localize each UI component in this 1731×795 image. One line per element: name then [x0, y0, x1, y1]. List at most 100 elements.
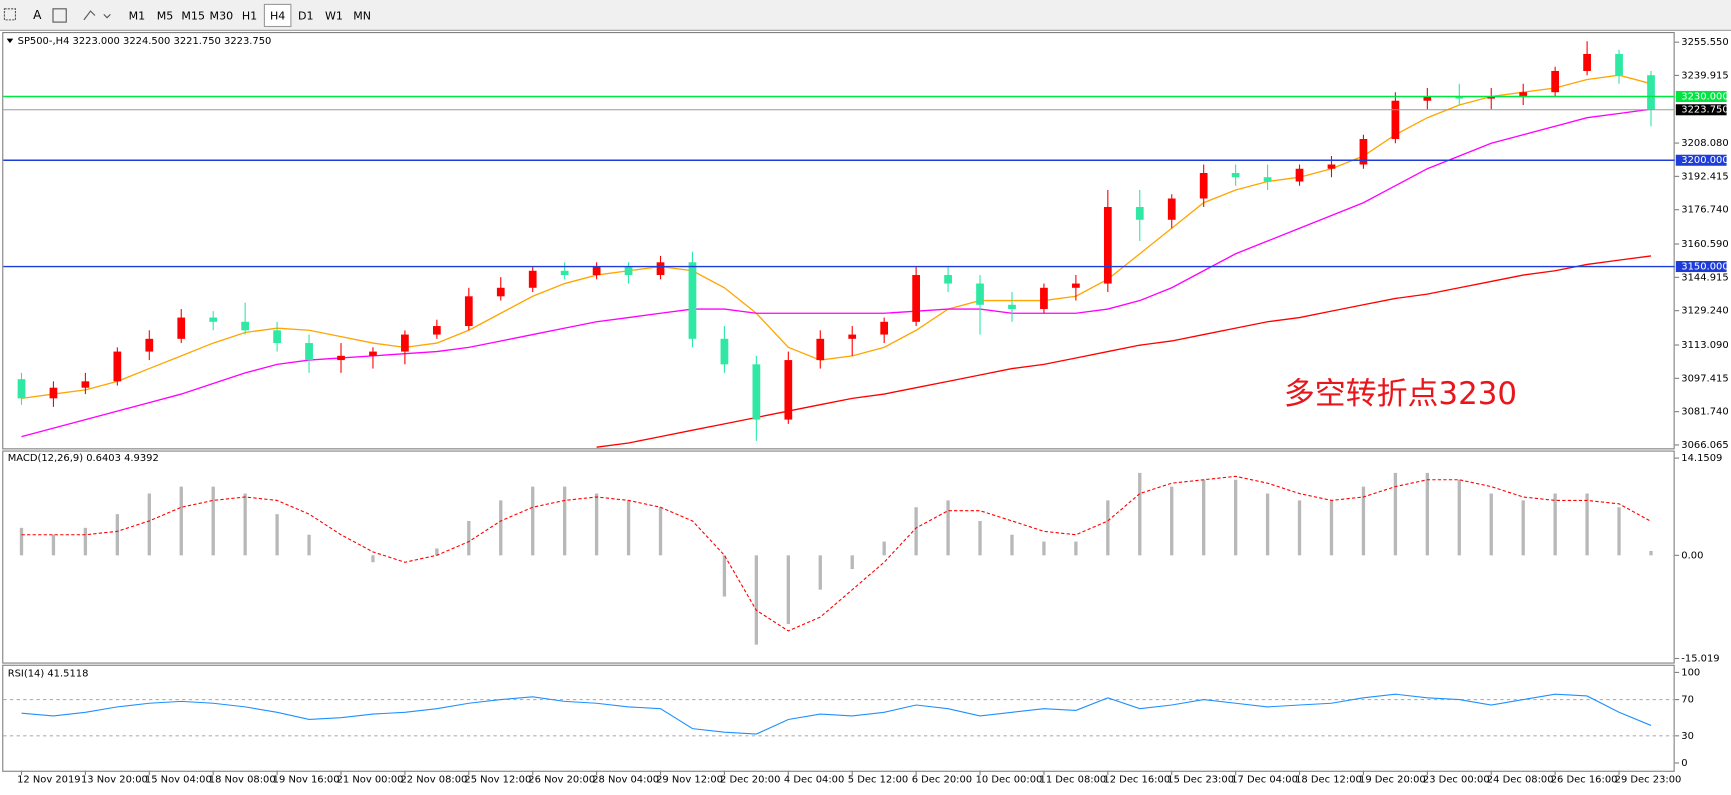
macd-bar	[1393, 472, 1398, 556]
candle-body	[273, 330, 281, 344]
candle-body	[337, 355, 345, 361]
macd-bar	[563, 486, 567, 556]
rsi-title: RSI(14) 41.5118	[8, 669, 89, 680]
macd-bar	[243, 493, 247, 556]
timeframe-button[interactable]: D1	[298, 10, 314, 23]
shapes-tool[interactable]	[83, 10, 96, 21]
macd-bar	[1010, 534, 1014, 556]
shapes-dropdown[interactable]	[103, 13, 111, 19]
x-tick-label: 19 Nov 16:00	[273, 775, 340, 786]
last-price-label: 3223.750	[1681, 105, 1728, 116]
macd-bar	[658, 507, 663, 556]
macd-bar	[1649, 550, 1653, 556]
candle-body	[113, 351, 122, 382]
level-label: 3200.000	[1681, 155, 1728, 166]
candle-body	[17, 379, 26, 399]
candle-body	[560, 270, 569, 276]
x-tick-label: 15 Nov 04:00	[145, 775, 212, 786]
macd-bar	[275, 514, 279, 556]
candle-body	[720, 338, 729, 365]
x-tick-label: 5 Dec 12:00	[848, 775, 908, 786]
macd-bar	[1297, 500, 1302, 556]
x-tick-label: 13 Nov 20:00	[81, 775, 148, 786]
candle-body	[369, 351, 377, 356]
y-tick-label: 100	[1681, 667, 1700, 678]
x-tick-label: 25 Nov 12:00	[464, 775, 531, 786]
macd-bar	[1361, 486, 1366, 556]
timeframe-button[interactable]: MN	[353, 10, 371, 23]
macd-bar	[499, 500, 503, 556]
candle-body	[944, 275, 952, 284]
candle-body	[1359, 138, 1368, 165]
y-tick-label: 3097.415	[1681, 373, 1728, 384]
collapse-arrow[interactable]	[6, 38, 14, 44]
macd-pane	[2, 450, 1675, 664]
timeframe-button[interactable]: M5	[157, 10, 174, 23]
candle-body	[848, 334, 857, 339]
candle-body	[1103, 207, 1112, 284]
candle-body	[688, 262, 697, 339]
timeframe-button[interactable]: M30	[210, 10, 234, 23]
y-tick-label: 30	[1681, 731, 1694, 742]
y-tick-label: 3192.415	[1681, 171, 1728, 182]
timeframes: M1 M5 M15 M30 H1 H4 D1 W1 MN	[129, 3, 371, 28]
candle-body	[1455, 96, 1464, 99]
macd-bar	[1457, 479, 1461, 556]
candle-body	[1199, 173, 1208, 199]
annotation: 多空转折点3230	[1284, 376, 1517, 412]
x-tick-label: 12 Dec 16:00	[1103, 775, 1170, 786]
macd-bar	[211, 486, 215, 556]
plot-area	[17, 41, 1655, 448]
chart-title: SP500-,H4 3223.000 3224.500 3221.750 322…	[18, 36, 272, 47]
macd-bar	[818, 555, 822, 590]
x-tick-label: 29 Nov 12:00	[656, 775, 723, 786]
price-pane	[2, 32, 1675, 450]
candle-body	[305, 343, 313, 361]
crosshair-tool[interactable]	[3, 8, 17, 21]
x-tick-label: 18 Dec 12:00	[1295, 775, 1362, 786]
x-tick-label: 23 Dec 00:00	[1423, 775, 1490, 786]
macd-bar	[914, 507, 918, 556]
signal-line	[21, 475, 1652, 632]
candle-body	[528, 270, 537, 288]
candle-body	[241, 321, 250, 331]
plot-area	[19, 472, 1653, 645]
last-price-tag	[1675, 104, 1727, 116]
y-tick-label: 3113.090	[1681, 340, 1728, 351]
macd-bar	[882, 541, 886, 556]
macd-title: MACD(12,26,9) 0.6403 4.9392	[8, 453, 159, 464]
candle-body	[145, 338, 154, 352]
macd-bar	[850, 555, 854, 570]
macd-bar	[1042, 541, 1046, 556]
candle-body	[1072, 283, 1080, 288]
timeframe-button[interactable]: M15	[181, 10, 205, 23]
macd-bar	[1202, 479, 1206, 556]
x-tick-label: 19 Dec 20:00	[1359, 775, 1426, 786]
macd-bar	[467, 520, 471, 556]
x-tick-label: 29 Dec 23:00	[1615, 775, 1682, 786]
text-label-tool[interactable]	[52, 8, 67, 23]
macd-bar	[1425, 472, 1429, 556]
candle-body	[1519, 92, 1528, 97]
y-tick-label: 3081.740	[1681, 407, 1728, 418]
moving-average	[21, 74, 1652, 400]
font-tool[interactable]: A	[33, 8, 42, 22]
candle-body	[177, 317, 186, 339]
timeframe-button[interactable]: W1	[325, 10, 343, 23]
candle-body	[1167, 198, 1176, 220]
x-tick-label: 15 Dec 23:00	[1167, 775, 1234, 786]
macd-bar	[1553, 493, 1557, 556]
candle-body	[209, 317, 218, 322]
rsi-line	[21, 693, 1652, 735]
candle-body	[432, 326, 441, 335]
macd-bar	[946, 500, 950, 556]
timeframe-button[interactable]: H1	[242, 10, 257, 23]
candle-body	[1583, 53, 1591, 71]
macd-bar	[1489, 493, 1493, 556]
y-tick-label: 3176.740	[1681, 205, 1728, 216]
x-tick-label: 12 Nov 2019	[17, 775, 81, 786]
x-tick-label: 22 Nov 08:00	[400, 775, 467, 786]
level-label: 3230.000	[1681, 91, 1728, 102]
timeframe-button[interactable]: M1	[129, 10, 146, 23]
timeframe-button[interactable]: H4	[270, 10, 285, 23]
